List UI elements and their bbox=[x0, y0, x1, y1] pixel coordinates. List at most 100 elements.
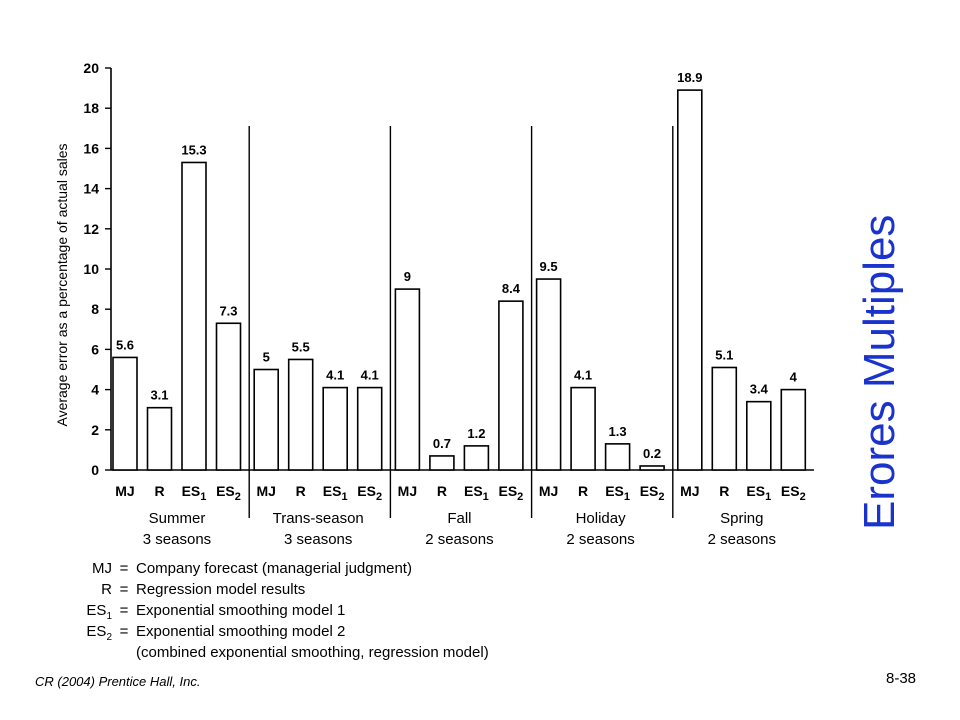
y-tick-label: 12 bbox=[83, 221, 99, 237]
group-subtitle: 3 seasons bbox=[143, 531, 211, 548]
group-name: Summer bbox=[149, 510, 206, 527]
data-label: 0.7 bbox=[433, 436, 451, 451]
group-name: Trans-season bbox=[273, 510, 364, 527]
legend-text: Company forecast (managerial judgment) bbox=[136, 560, 412, 577]
y-axis-label: Average error as a percentage of actual … bbox=[54, 143, 70, 426]
bar bbox=[322, 386, 349, 471]
category-label: ES2 bbox=[640, 483, 665, 503]
y-tick-label: 6 bbox=[91, 341, 99, 357]
y-tick-label: 16 bbox=[83, 140, 99, 156]
data-label: 3.4 bbox=[750, 382, 769, 397]
legend-item-mj: MJ = Company forecast (managerial judgme… bbox=[78, 560, 489, 581]
y-tick-label: 10 bbox=[83, 261, 99, 277]
data-label: 3.1 bbox=[150, 388, 168, 403]
category-label: R bbox=[578, 483, 588, 499]
category-label: R bbox=[296, 483, 306, 499]
data-label: 4 bbox=[790, 370, 798, 385]
category-label: R bbox=[437, 483, 447, 499]
category-label: ES2 bbox=[781, 483, 806, 503]
data-label: 4.1 bbox=[326, 368, 344, 383]
data-label: 4.1 bbox=[574, 368, 592, 383]
category-label: ES1 bbox=[464, 483, 489, 503]
y-tick-label: 2 bbox=[91, 422, 99, 438]
category-label: ES2 bbox=[357, 483, 382, 503]
bar bbox=[463, 445, 490, 471]
category-label: MJ bbox=[680, 483, 699, 499]
bar bbox=[394, 288, 421, 471]
bar bbox=[676, 89, 703, 471]
data-label: 7.3 bbox=[219, 303, 237, 318]
legend-abbr: MJ bbox=[92, 560, 112, 577]
data-label: 5 bbox=[263, 350, 270, 365]
bar bbox=[535, 278, 562, 471]
data-label: 5.1 bbox=[715, 347, 733, 362]
legend-text: Exponential smoothing model 1 bbox=[136, 602, 346, 619]
category-label: MJ bbox=[115, 483, 134, 499]
bar bbox=[112, 356, 138, 471]
category-label: ES1 bbox=[182, 483, 207, 503]
data-label: 18.9 bbox=[677, 70, 702, 85]
group-name: Spring bbox=[720, 510, 763, 527]
legend-note: (combined exponential smoothing, regress… bbox=[136, 644, 489, 661]
slide-number: 8-38 bbox=[886, 670, 917, 687]
bar bbox=[429, 455, 455, 471]
side-title: Erores Multiples bbox=[855, 214, 904, 530]
legend-equals: = bbox=[119, 602, 129, 619]
data-label: 5.5 bbox=[292, 339, 310, 354]
y-tick-label: 18 bbox=[83, 100, 99, 116]
bar bbox=[146, 406, 173, 471]
legend-text: Exponential smoothing model 2 bbox=[136, 623, 346, 640]
legend-item-es2: ES2 = Exponential smoothing model 2 bbox=[78, 623, 489, 644]
y-tick-label: 4 bbox=[91, 382, 99, 398]
legend-item-es1: ES1 = Exponential smoothing model 1 bbox=[78, 602, 489, 623]
y-tick-label: 8 bbox=[91, 301, 99, 317]
group-name: Holiday bbox=[576, 510, 627, 527]
group-subtitle: 3 seasons bbox=[284, 531, 352, 548]
bar bbox=[498, 300, 524, 471]
bar bbox=[181, 161, 207, 471]
data-label: 1.2 bbox=[467, 426, 485, 441]
data-label: 5.6 bbox=[116, 337, 134, 352]
bar bbox=[639, 465, 665, 471]
data-label: 15.3 bbox=[181, 142, 206, 157]
legend-item-r: R = Regression model results bbox=[78, 581, 489, 602]
data-label: 4.1 bbox=[361, 368, 379, 383]
category-label: ES1 bbox=[605, 483, 630, 503]
y-tick-label: 0 bbox=[91, 462, 99, 478]
data-label: 8.4 bbox=[502, 281, 521, 296]
group-subtitle: 2 seasons bbox=[566, 531, 634, 548]
bar bbox=[570, 386, 596, 471]
legend: MJ = Company forecast (managerial judgme… bbox=[78, 560, 489, 665]
bar bbox=[356, 386, 383, 471]
bar bbox=[604, 443, 631, 471]
category-label: MJ bbox=[256, 483, 275, 499]
footer-credit: CR (2004) Prentice Hall, Inc. bbox=[35, 674, 201, 689]
legend-abbr: ES1 bbox=[86, 602, 112, 622]
legend-equals: = bbox=[119, 623, 129, 640]
y-tick-label: 20 bbox=[83, 60, 99, 76]
category-label: ES1 bbox=[323, 483, 348, 503]
bar bbox=[711, 366, 738, 471]
category-label: MJ bbox=[398, 483, 417, 499]
y-tick-label: 14 bbox=[83, 181, 99, 197]
legend-abbr: ES2 bbox=[86, 623, 112, 643]
bar bbox=[253, 368, 279, 471]
data-label: 0.2 bbox=[643, 446, 661, 461]
category-label: ES2 bbox=[498, 483, 523, 503]
legend-text: Regression model results bbox=[136, 581, 306, 598]
group-subtitle: 2 seasons bbox=[708, 531, 776, 548]
category-label: R bbox=[719, 483, 729, 499]
group-name: Fall bbox=[447, 510, 471, 527]
category-label: ES1 bbox=[746, 483, 771, 503]
data-label: 1.3 bbox=[609, 424, 627, 439]
bar bbox=[780, 388, 807, 471]
bar bbox=[215, 322, 242, 471]
category-label: ES2 bbox=[216, 483, 241, 503]
data-label: 9.5 bbox=[540, 259, 558, 274]
group-subtitle: 2 seasons bbox=[425, 531, 493, 548]
bar bbox=[745, 400, 772, 471]
legend-equals: = bbox=[119, 560, 129, 577]
category-label: R bbox=[154, 483, 164, 499]
legend-equals: = bbox=[119, 581, 129, 598]
